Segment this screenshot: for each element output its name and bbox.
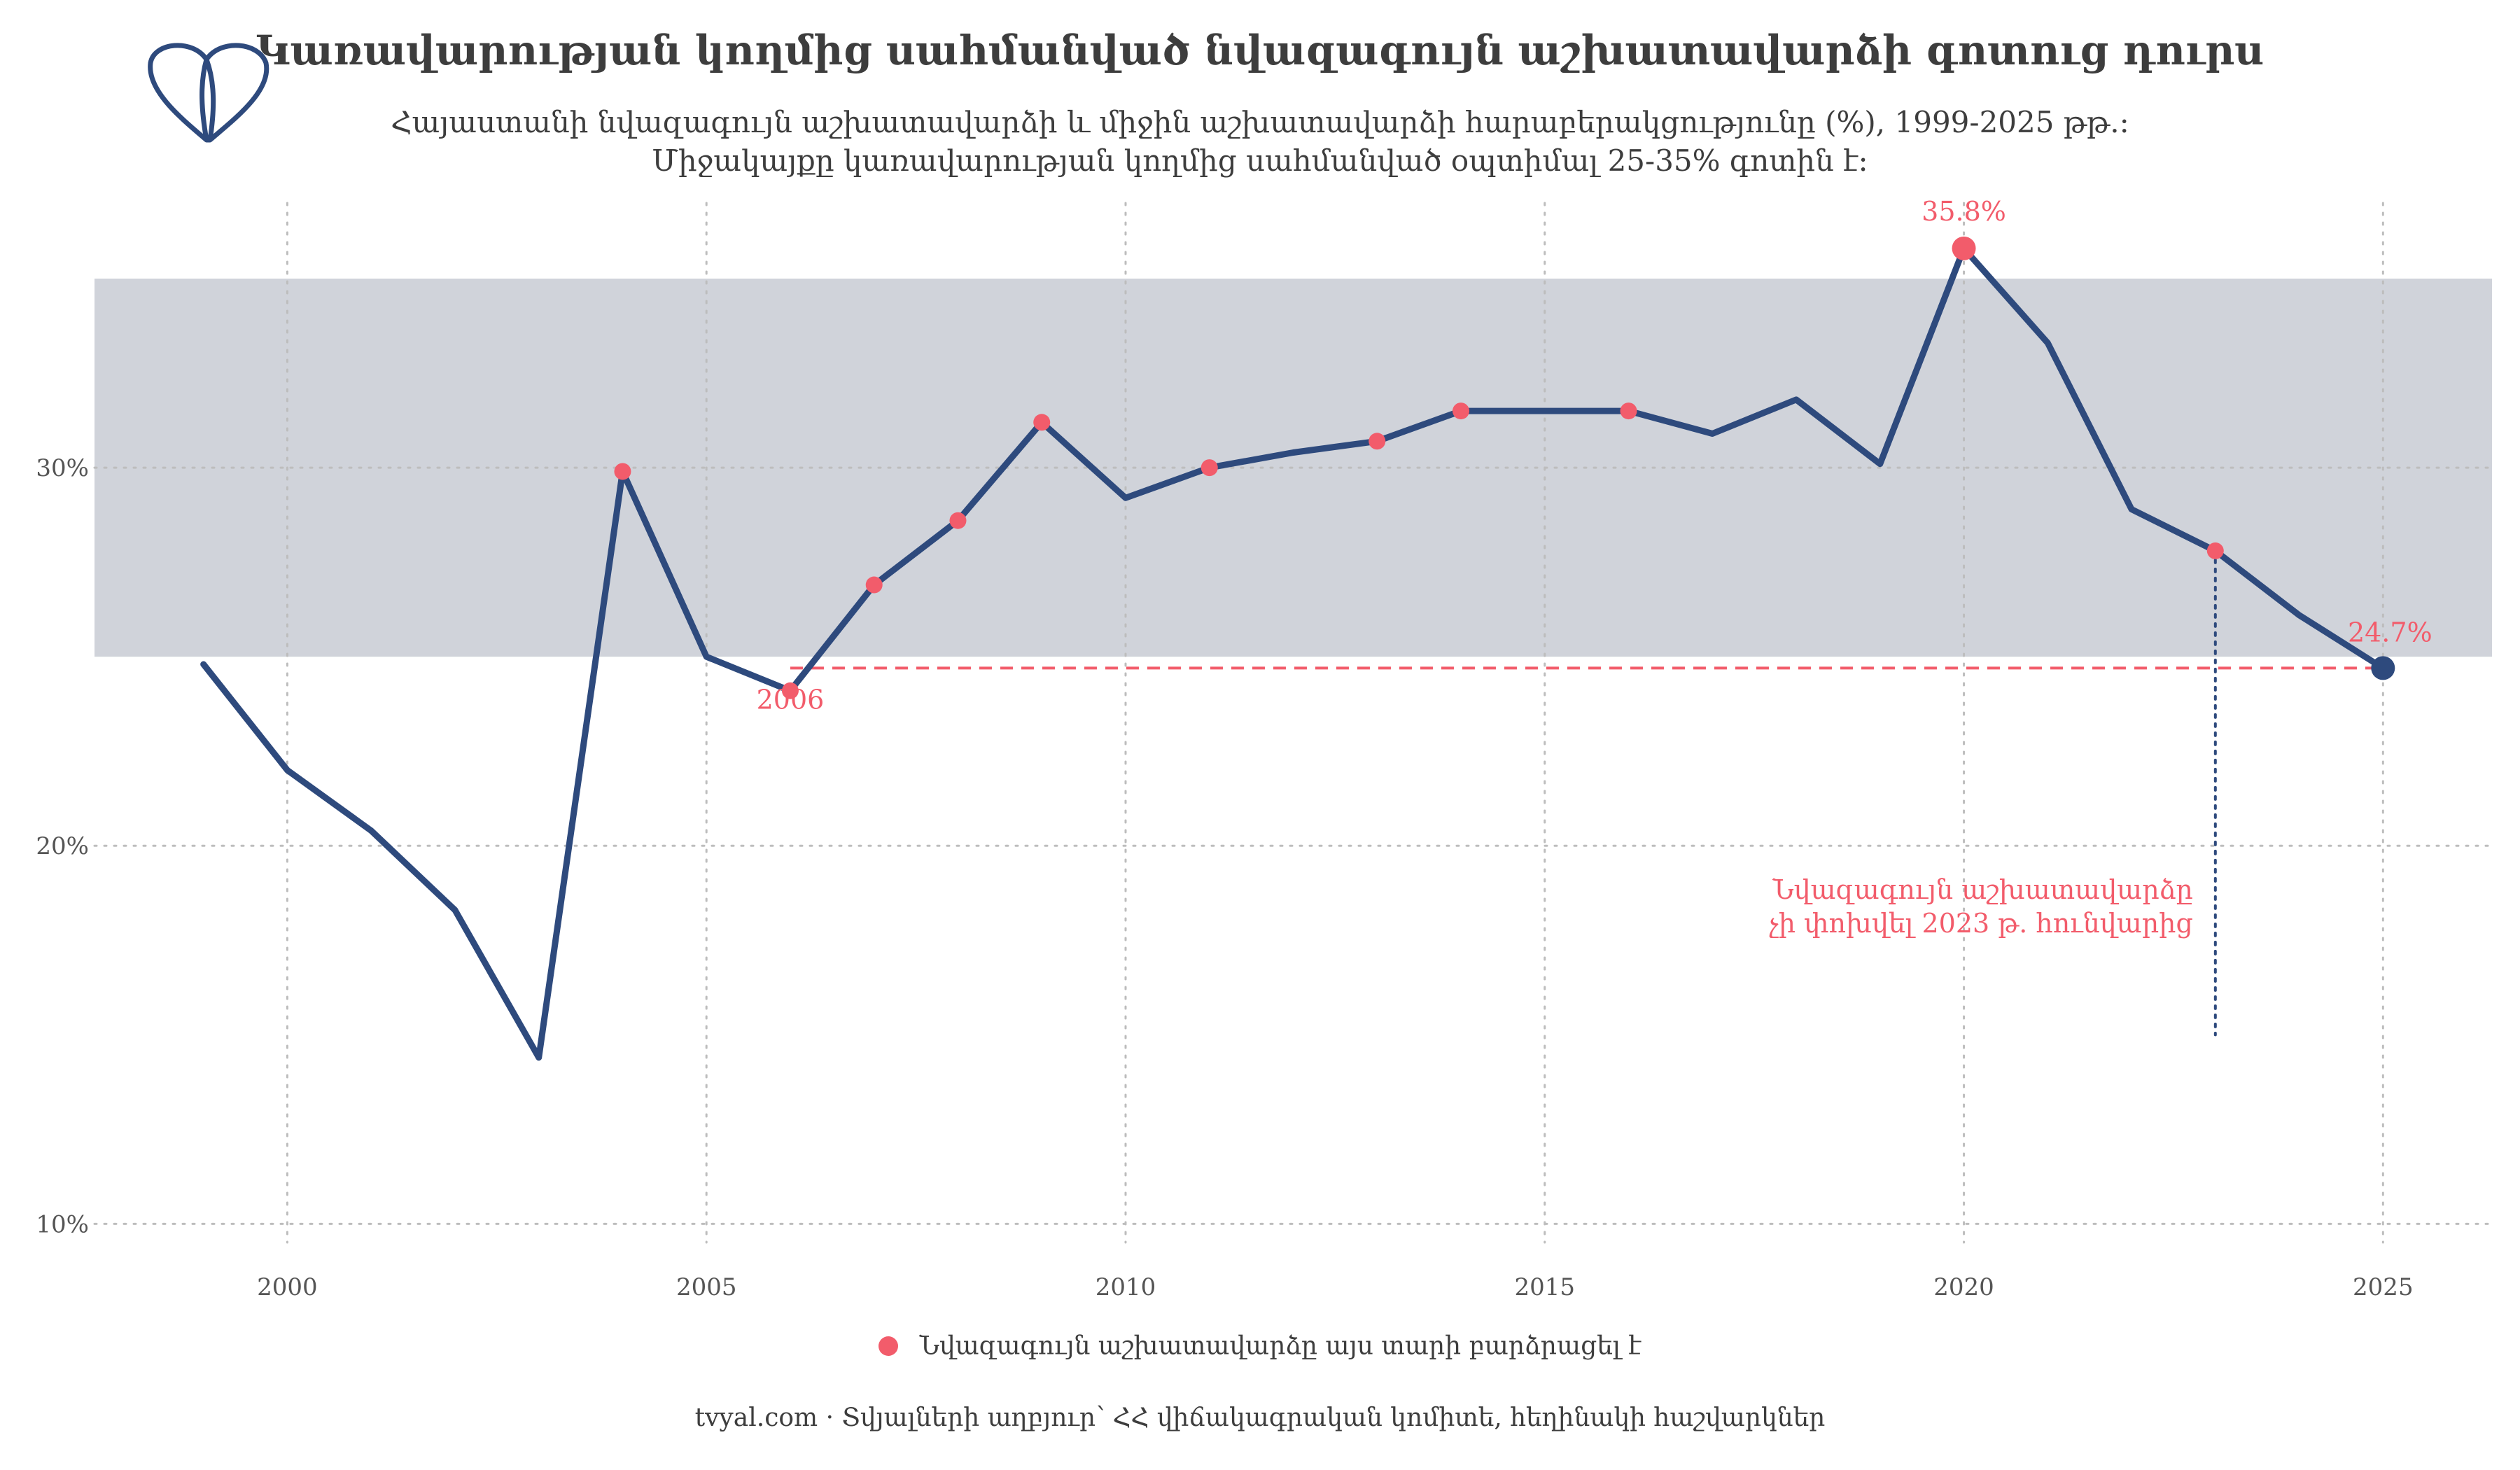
series-line xyxy=(200,245,2386,1061)
tvyal-logo-icon xyxy=(148,43,270,143)
note-line-2: չի փոխվել 2023 թ. հունվարից xyxy=(1769,908,2193,939)
x-tick-label: 2020 xyxy=(1933,1273,1994,1301)
x-tick-label: 2005 xyxy=(676,1273,737,1301)
note-line-1: Նվազագույն աշխատավարձը xyxy=(1772,874,2192,905)
raised-point xyxy=(949,512,967,529)
raised-point xyxy=(781,682,799,699)
y-tick-label: 20% xyxy=(36,832,89,860)
raised-point xyxy=(1952,236,1976,260)
raised-point xyxy=(865,576,883,594)
chart-subtitle: Հայաստանի նվազագույն աշխատավարձի և միջին… xyxy=(391,105,2129,139)
source-caption: tvyal.com · Տվյալների աղբյուր՝ ՀՀ վիճակա… xyxy=(694,1404,1826,1432)
raised-point xyxy=(1033,414,1051,431)
legend-label: Նվազագույն աշխատավարձը այս տարի բարձրացե… xyxy=(919,1331,1642,1361)
x-tick-label: 2015 xyxy=(1515,1273,1576,1301)
legend-marker xyxy=(878,1336,899,1356)
raised-point xyxy=(1200,459,1218,477)
x-tick-label: 2000 xyxy=(257,1273,318,1301)
y-tick-label: 30% xyxy=(36,454,89,482)
raised-point xyxy=(1452,402,1470,420)
chart-title: Կառավարության կողմից սահմանված նվազագույ… xyxy=(255,27,2264,74)
raised-point xyxy=(614,463,631,480)
max-label: 35.8% xyxy=(1921,196,2006,227)
legend: Նվազագույն աշխատավարձը այս տարի բարձրացե… xyxy=(0,1330,2520,1361)
raised-point xyxy=(1620,402,1637,420)
last-label: 24.7% xyxy=(2348,617,2432,648)
year-label: 2006 xyxy=(757,684,825,715)
y-tick-label: 10% xyxy=(36,1210,89,1238)
x-tick-label: 2010 xyxy=(1096,1273,1156,1301)
chart-subtitle-2: Միջակայքը կառավարության կողմից սահմանված… xyxy=(652,144,1868,178)
raised-point xyxy=(2206,542,2224,559)
last-point xyxy=(2371,656,2395,680)
raised-point xyxy=(1368,433,1386,450)
x-tick-label: 2025 xyxy=(2353,1273,2414,1301)
